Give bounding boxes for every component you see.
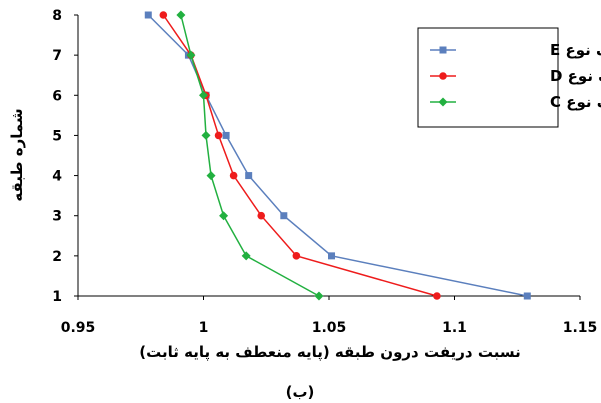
legend-item: خاک نوع E [430, 41, 601, 59]
data-point [257, 211, 266, 220]
y-tick-label: 2 [52, 249, 62, 265]
data-point [219, 211, 229, 221]
data-point [199, 90, 208, 100]
series-line [180, 14, 320, 297]
legend-marker [439, 46, 447, 54]
x-tick-label: 1 [199, 320, 209, 336]
series-2 [159, 11, 441, 300]
y-tick-label: 6 [52, 88, 62, 104]
x-axis-title: نسبت دریفت درون طبقه (پایه منعطف به پایه… [139, 343, 520, 362]
x-tick-label: 1.15 [563, 320, 598, 336]
legend-label: خاک نوع E [550, 41, 601, 59]
y-tick-label: 7 [52, 48, 62, 64]
legend-marker [438, 97, 448, 107]
data-point [144, 11, 152, 19]
y-tick-label: 4 [52, 169, 62, 185]
data-point [201, 130, 211, 140]
data-point [314, 291, 324, 301]
data-point [186, 50, 196, 60]
y-tick-label: 5 [52, 128, 62, 144]
y-tick-label: 8 [52, 8, 62, 24]
x-tick-label: 1.05 [312, 320, 347, 336]
y-ticks: 1 2 3 4 5 6 7 8 [52, 8, 78, 305]
data-point [241, 251, 251, 261]
y-tick-label: 3 [52, 209, 62, 225]
data-point [328, 252, 336, 260]
data-point [176, 10, 186, 20]
legend-item: خاک نوع D [430, 67, 601, 85]
data-point [159, 11, 168, 19]
data-point [280, 212, 288, 220]
data-point [222, 131, 230, 139]
legend-label: خاک نوع D [550, 67, 601, 85]
legend-item: خاک نوع C [430, 93, 601, 111]
data-point [214, 131, 223, 140]
series-line [147, 14, 528, 297]
data-point [206, 171, 216, 181]
legend-marker [439, 72, 447, 80]
x-tick-label: 0.95 [61, 320, 96, 336]
y-tick-label: 1 [52, 289, 62, 305]
legend-label: خاک نوع C [550, 93, 601, 111]
data-point [245, 172, 253, 180]
data-point [523, 292, 531, 300]
figure-caption: (ب) [286, 383, 315, 401]
x-tick-label: 1.1 [442, 320, 467, 336]
series-layer [144, 10, 531, 301]
legend-box [417, 27, 559, 128]
series-3 [176, 10, 324, 301]
data-point [229, 171, 238, 180]
x-ticks: 0.95 1 1.05 1.1 1.15 [61, 296, 598, 336]
y-axis-title: شماره طبقه [8, 108, 26, 201]
data-point [433, 292, 441, 300]
series-line [162, 14, 438, 297]
legend: خاک نوع E خاک نوع D خاک نوع C [417, 27, 601, 128]
data-point [292, 252, 301, 260]
